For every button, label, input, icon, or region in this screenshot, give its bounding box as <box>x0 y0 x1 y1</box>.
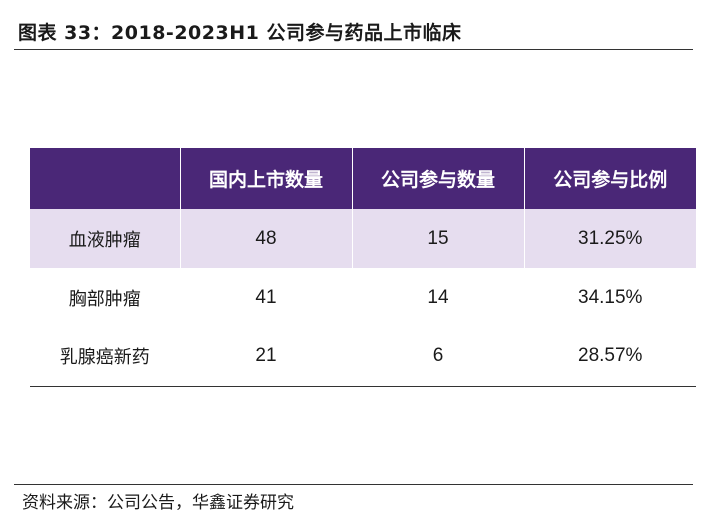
header-cell-participation-ratio: 公司参与比例 <box>523 148 696 209</box>
source-note: 资料来源：公司公告，华鑫证券研究 <box>22 493 294 513</box>
company-participation-value: 6 <box>351 327 524 387</box>
domestic-listings-value: 41 <box>179 268 352 327</box>
table-row: 乳腺癌新药 21 6 28.57% <box>30 327 696 387</box>
domestic-listings-value: 21 <box>179 327 352 387</box>
header-cell-company-participation: 公司参与数量 <box>351 148 524 209</box>
domestic-listings-value: 48 <box>179 209 352 268</box>
participation-ratio-value: 31.25% <box>523 209 696 268</box>
header-cell-domestic-listings: 国内上市数量 <box>179 148 352 209</box>
company-participation-value: 14 <box>351 268 524 327</box>
company-participation-value: 15 <box>351 209 524 268</box>
header-cell-empty <box>30 148 180 209</box>
row-label: 血液肿瘤 <box>30 209 180 268</box>
participation-ratio-value: 34.15% <box>523 268 696 327</box>
table-row: 血液肿瘤 48 15 31.25% <box>30 209 696 268</box>
data-table: 国内上市数量 公司参与数量 公司参与比例 血液肿瘤 48 15 31.25% 胸… <box>30 148 696 387</box>
participation-ratio-value: 28.57% <box>523 327 696 387</box>
table-header-row: 国内上市数量 公司参与数量 公司参与比例 <box>30 148 696 209</box>
table-row: 胸部肿瘤 41 14 34.15% <box>30 268 696 327</box>
figure-title: 图表 33：2018-2023H1 公司参与药品上市临床 <box>18 22 462 44</box>
title-divider <box>14 49 693 50</box>
row-label: 胸部肿瘤 <box>68 288 141 310</box>
row-label: 乳腺癌新药 <box>30 327 180 387</box>
source-divider <box>14 484 693 485</box>
